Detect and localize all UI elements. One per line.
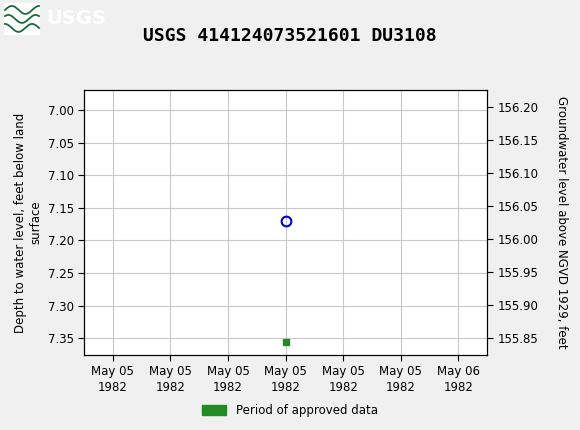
- Y-axis label: Groundwater level above NGVD 1929, feet: Groundwater level above NGVD 1929, feet: [555, 96, 568, 349]
- Y-axis label: Depth to water level, feet below land
surface: Depth to water level, feet below land su…: [14, 112, 42, 333]
- Text: USGS 414124073521601 DU3108: USGS 414124073521601 DU3108: [143, 27, 437, 45]
- Bar: [4, 3, 40, 35]
- Legend: Period of approved data: Period of approved data: [198, 399, 382, 422]
- Text: USGS: USGS: [46, 9, 106, 28]
